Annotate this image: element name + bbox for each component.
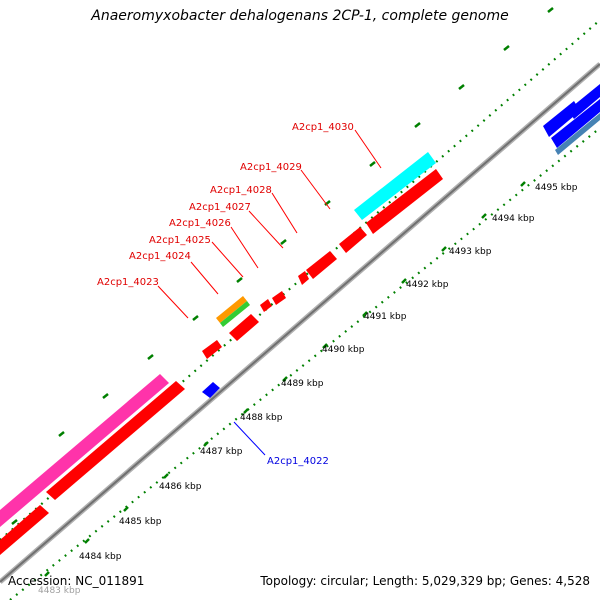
feature-orange[interactable] [216, 296, 247, 323]
genome-summary-label: Topology: circular; Length: 5,029,329 bp… [260, 574, 590, 588]
feature-red-medium-1[interactable] [306, 251, 337, 279]
tick-label-4491: 4491 kbp [364, 312, 407, 322]
label-leaders-red [157, 129, 382, 319]
gene-label-a2cp1-4025[interactable]: A2cp1_4025 [149, 235, 211, 246]
tick-label-4494: 4494 kbp [492, 214, 535, 224]
tick-label-4488: 4488 kbp [240, 413, 283, 423]
tick-label-4493: 4493 kbp [449, 247, 492, 257]
feature-red-long-right[interactable] [366, 169, 443, 234]
tick-label-4483: 4483 kbp [38, 586, 81, 596]
genome-backbone-inner [0, 63, 600, 583]
feature-cyan[interactable] [354, 152, 436, 220]
gene-label-a2cp1-4029[interactable]: A2cp1_4029 [240, 162, 302, 173]
gene-label-a2cp1-4030[interactable]: A2cp1_4030 [292, 122, 354, 133]
gene-label-a2cp1-4022[interactable]: A2cp1_4022 [267, 456, 329, 467]
gene-label-a2cp1-4023[interactable]: A2cp1_4023 [97, 277, 159, 288]
gene-label-a2cp1-4024[interactable]: A2cp1_4024 [129, 251, 191, 262]
tick-label-4486: 4486 kbp [159, 482, 202, 492]
feature-blue-top-3[interactable] [551, 99, 600, 148]
tick-label-4489: 4489 kbp [281, 379, 324, 389]
inner-dotted-track [9, 127, 600, 600]
gene-label-a2cp1-4027[interactable]: A2cp1_4027 [189, 202, 251, 213]
outer-major-ticks [11, 7, 554, 525]
feature-magenta-long[interactable] [0, 374, 169, 527]
feature-steelblue-top[interactable] [555, 113, 600, 155]
feature-red-small-4[interactable] [272, 291, 286, 305]
accession-label: Accession: NC_011891 [8, 574, 145, 588]
tick-label-4484: 4484 kbp [79, 552, 122, 562]
tick-label-4492: 4492 kbp [406, 280, 449, 290]
feature-red-long-b[interactable] [0, 505, 49, 555]
gene-label-a2cp1-4028[interactable]: A2cp1_4028 [210, 185, 272, 196]
feature-blue-small[interactable] [202, 382, 220, 398]
feature-red-small-1[interactable] [202, 340, 222, 359]
feature-red-medium-2[interactable] [339, 227, 367, 253]
tick-label-4487: 4487 kbp [200, 447, 243, 457]
tick-label-4485: 4485 kbp [119, 517, 162, 527]
map-title: Anaeromyxobacter dehalogenans 2CP-1, com… [91, 8, 509, 24]
feature-blue-top-2[interactable] [543, 101, 580, 137]
inner-major-ticks [44, 181, 526, 577]
feature-red-small-5[interactable] [298, 271, 309, 285]
tick-label-4490: 4490 kbp [322, 345, 365, 355]
gene-label-a2cp1-4026[interactable]: A2cp1_4026 [169, 218, 231, 229]
tick-label-4495: 4495 kbp [535, 183, 578, 193]
feature-green[interactable] [220, 301, 250, 327]
feature-red-small-2[interactable] [229, 314, 259, 341]
feature-red-small-3[interactable] [260, 299, 272, 312]
feature-red-long-a[interactable] [46, 381, 185, 500]
label-leader-blue [233, 421, 266, 456]
